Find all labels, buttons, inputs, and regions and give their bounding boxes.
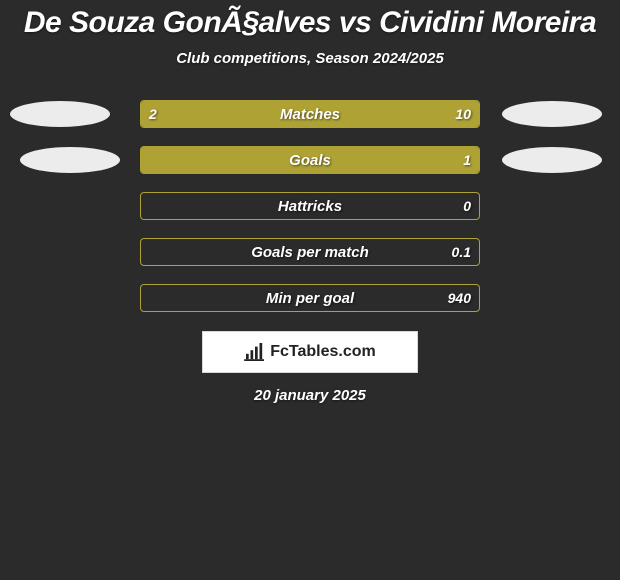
- stat-right-value: 1: [463, 147, 471, 173]
- stat-label: Hattricks: [141, 193, 479, 219]
- comparison-infographic: De Souza GonÃ§alves vs Cividini Moreira …: [0, 0, 620, 404]
- stat-bar: 0.1Goals per match: [140, 238, 480, 266]
- stat-row: 210Matches: [0, 101, 620, 127]
- bar-chart-icon: [244, 343, 266, 361]
- stat-bar: 210Matches: [140, 100, 480, 128]
- stat-right-value: 940: [448, 285, 471, 311]
- page-title: De Souza GonÃ§alves vs Cividini Moreira: [0, 2, 620, 50]
- stat-bar: 1Goals: [140, 146, 480, 174]
- source-text: FcTables.com: [270, 343, 376, 361]
- stat-label: Min per goal: [141, 285, 479, 311]
- stat-row: 1Goals: [0, 147, 620, 173]
- stat-right-value: 0.1: [452, 239, 471, 265]
- left-icon-placeholder: [20, 147, 120, 173]
- stat-row: 940Min per goal: [0, 285, 620, 311]
- stat-rows: 210Matches1Goals0Hattricks0.1Goals per m…: [0, 101, 620, 311]
- bar-fill-right: [195, 101, 479, 127]
- left-icon-placeholder: [10, 101, 110, 127]
- source-badge: FcTables.com: [202, 331, 418, 373]
- stat-bar: 0Hattricks: [140, 192, 480, 220]
- stat-right-value: 10: [455, 101, 471, 127]
- bar-fill-right: [141, 147, 479, 173]
- stat-row: 0.1Goals per match: [0, 239, 620, 265]
- subtitle: Club competitions, Season 2024/2025: [0, 50, 620, 67]
- right-icon-placeholder: [502, 101, 602, 127]
- stat-right-value: 0: [463, 193, 471, 219]
- stat-left-value: 2: [149, 101, 157, 127]
- date-text: 20 january 2025: [0, 387, 620, 404]
- stat-label: Goals per match: [141, 239, 479, 265]
- right-icon-placeholder: [502, 147, 602, 173]
- stat-bar: 940Min per goal: [140, 284, 480, 312]
- stat-row: 0Hattricks: [0, 193, 620, 219]
